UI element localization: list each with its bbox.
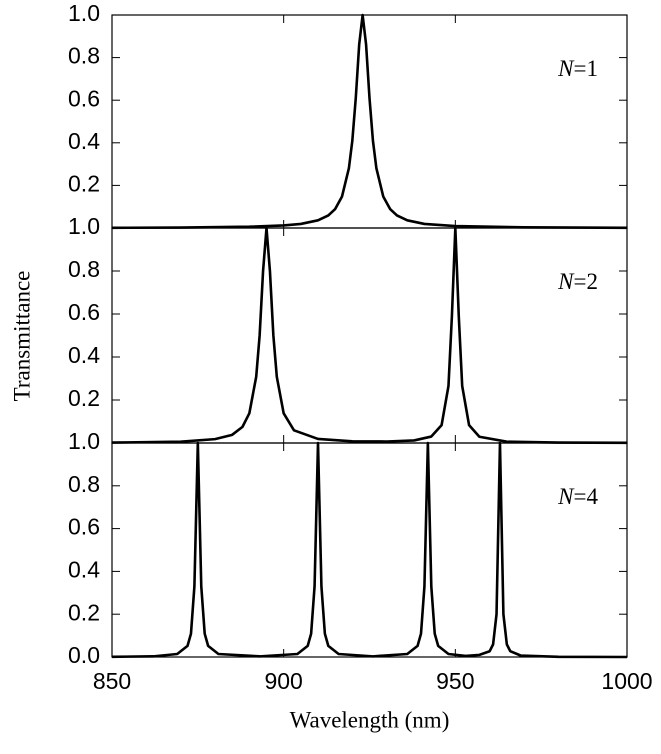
annotation: N=2	[557, 269, 598, 294]
x-axis-label: Wavelength (nm)	[290, 707, 450, 732]
y-tick-label: 0.4	[68, 556, 100, 582]
y-tick-label: 0.6	[68, 85, 100, 111]
y-tick-label: 0.6	[68, 514, 100, 540]
y-tick-label: 0.2	[68, 385, 100, 411]
y-tick-label: 0.8	[68, 43, 100, 69]
y-axis-label: Transmittance	[9, 271, 34, 402]
y-tick-label: 0.6	[68, 299, 100, 325]
x-tick-label: 1000	[601, 668, 652, 694]
x-tick-label: 850	[93, 668, 131, 694]
line-series	[111, 441, 628, 659]
line-series	[111, 13, 628, 230]
x-tick-label: 900	[264, 668, 302, 694]
y-tick-label: 0.8	[68, 256, 100, 282]
y-tick-label: 0.4	[68, 342, 100, 368]
line-series	[111, 226, 628, 445]
plot-frame	[111, 14, 628, 229]
plot-frame	[111, 442, 628, 658]
y-tick-label: 0.8	[68, 471, 100, 497]
x-tick-label: 950	[436, 668, 474, 694]
y-tick-label: 0.4	[68, 128, 100, 154]
y-tick-label: 1.0	[68, 213, 100, 239]
plot-frame	[111, 227, 628, 444]
y-tick-label: 0.2	[68, 599, 100, 625]
y-tick-label: 1.0	[68, 428, 100, 454]
y-tick-label: 0.2	[68, 170, 100, 196]
annotation: N=4	[557, 484, 598, 509]
y-tick-label: 1.0	[68, 0, 100, 26]
annotation: N=1	[557, 56, 598, 81]
y-tick-label: 0.0	[68, 642, 100, 668]
